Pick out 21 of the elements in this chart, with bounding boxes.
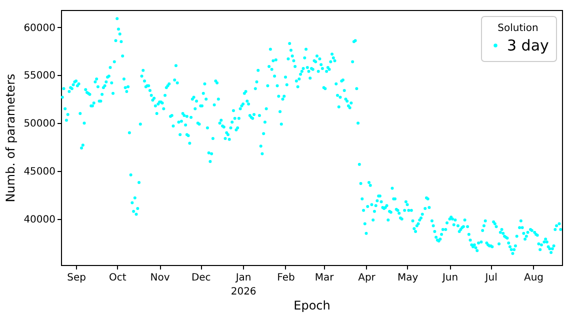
- x-tick-label: Jul: [484, 272, 498, 284]
- y-tick-label: 60000: [24, 22, 56, 34]
- y-tick-label: 40000: [24, 214, 56, 226]
- x-tick-label: Jan 2026: [230, 272, 256, 298]
- y-axis-title: Numb. of parameters: [4, 74, 18, 202]
- x-axis-title: Epoch: [294, 298, 330, 312]
- y-tick-label: 50000: [24, 118, 56, 130]
- x-tick-label: Apr: [358, 272, 376, 284]
- x-tick-label: May: [397, 272, 418, 284]
- legend-title: Solution: [498, 23, 538, 34]
- x-tick-label: Feb: [277, 272, 295, 284]
- x-tick-label: Sep: [67, 272, 86, 284]
- x-tick-label: Jun: [441, 272, 458, 284]
- x-tick-label: Nov: [150, 272, 170, 284]
- x-tick-label: Oct: [108, 272, 126, 284]
- y-tick-label: 55000: [24, 70, 56, 82]
- x-tick-label: Dec: [191, 272, 211, 284]
- x-tick-label: Aug: [524, 272, 544, 284]
- y-tick-label: 45000: [24, 166, 56, 178]
- legend-label: 3 day: [507, 36, 550, 54]
- x-tick-label: Mar: [314, 272, 335, 284]
